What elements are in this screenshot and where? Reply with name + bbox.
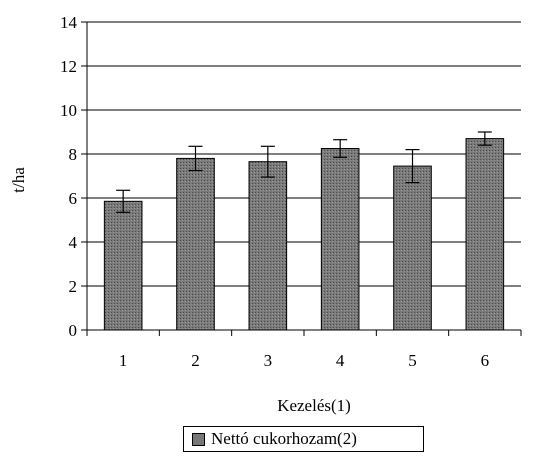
- y-tick-label: 14: [60, 13, 78, 32]
- x-tick-label: 4: [336, 351, 345, 370]
- y-tick-label: 8: [69, 145, 78, 164]
- bar: [320, 148, 360, 331]
- legend: Nettó cukorhozam(2): [183, 426, 424, 452]
- error-bars: [116, 131, 492, 213]
- y-tick-label: 4: [69, 233, 78, 252]
- bar: [465, 138, 505, 331]
- y-tick-label: 0: [69, 321, 78, 340]
- legend-label: Nettó cukorhozam(2): [211, 429, 357, 448]
- x-tick-label: 1: [119, 351, 128, 370]
- gridlines: [87, 21, 521, 287]
- bar: [176, 157, 215, 331]
- bar: [248, 161, 288, 331]
- y-tick-label: 12: [60, 57, 77, 76]
- x-axis-title: Kezelés(1): [277, 396, 351, 415]
- bar: [393, 165, 432, 331]
- y-axis-title: t/ha: [9, 167, 28, 193]
- y-axis: 0 2 4 6 8 10 12 14: [60, 13, 88, 340]
- y-tick-label: 10: [60, 101, 77, 120]
- y-tick-label: 2: [69, 277, 78, 296]
- x-tick-label: 6: [481, 351, 490, 370]
- y-tick-label: 6: [69, 189, 78, 208]
- bars: [103, 138, 505, 331]
- x-tick-label: 5: [408, 351, 417, 370]
- legend-swatch: [192, 432, 205, 446]
- bar: [103, 200, 143, 331]
- x-axis: 1 2 3 4 5 6: [86, 329, 522, 370]
- x-tick-label: 3: [264, 351, 273, 370]
- x-tick-label: 2: [191, 351, 200, 370]
